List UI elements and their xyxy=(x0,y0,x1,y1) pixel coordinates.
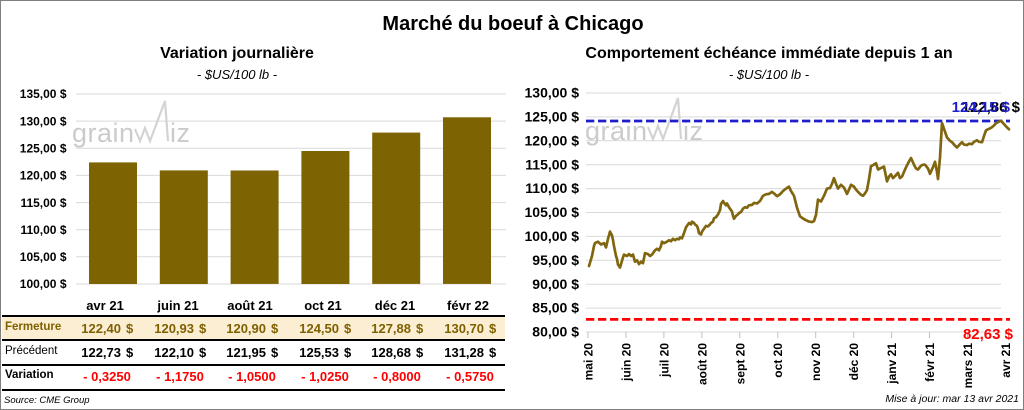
svg-text:105,00 $: 105,00 $ xyxy=(20,250,67,264)
svg-text:oct 20: oct 20 xyxy=(771,343,785,378)
svg-text:100,00 $: 100,00 $ xyxy=(20,277,67,291)
svg-text:déc 20: déc 20 xyxy=(847,343,861,381)
svg-text:sept 20: sept 20 xyxy=(733,343,747,385)
svg-text:iz: iz xyxy=(683,116,704,146)
svg-text:130,00 $: 130,00 $ xyxy=(20,114,67,128)
svg-text:avr 21: avr 21 xyxy=(999,343,1013,378)
svg-text:135,00 $: 135,00 $ xyxy=(20,87,67,101)
svg-text:125,00 $: 125,00 $ xyxy=(20,142,67,156)
svg-text:115,00 $: 115,00 $ xyxy=(20,196,66,210)
svg-text:110,00 $: 110,00 $ xyxy=(525,180,579,196)
svg-text:100,00 $: 100,00 $ xyxy=(525,228,580,244)
svg-text:nov 20: nov 20 xyxy=(809,343,823,381)
svg-text:90,00 $: 90,00 $ xyxy=(532,276,579,292)
svg-text:110,00 $: 110,00 $ xyxy=(20,223,66,237)
svg-text:85,00 $: 85,00 $ xyxy=(532,300,579,316)
svg-text:120,00 $: 120,00 $ xyxy=(525,132,580,148)
svg-text:juin 20: juin 20 xyxy=(620,343,634,382)
svg-text:grain: grain xyxy=(72,118,135,148)
svg-text:août 20: août 20 xyxy=(695,343,709,385)
svg-text:130,00 $: 130,00 $ xyxy=(525,85,580,101)
svg-text:iz: iz xyxy=(170,118,191,148)
svg-text:105,00 $: 105,00 $ xyxy=(525,204,580,220)
svg-text:80,00 $: 80,00 $ xyxy=(532,324,579,340)
svg-text:févr 21: févr 21 xyxy=(923,343,937,382)
svg-text:120,00 $: 120,00 $ xyxy=(20,169,67,183)
svg-text:mai 20: mai 20 xyxy=(582,343,596,381)
svg-text:mars 21: mars 21 xyxy=(961,343,975,389)
svg-text:janv 21: janv 21 xyxy=(885,343,899,385)
svg-text:115,00 $: 115,00 $ xyxy=(525,156,579,172)
svg-text:125,00 $: 125,00 $ xyxy=(525,109,580,125)
svg-text:juil 20: juil 20 xyxy=(657,343,671,378)
svg-text:95,00 $: 95,00 $ xyxy=(532,252,579,268)
